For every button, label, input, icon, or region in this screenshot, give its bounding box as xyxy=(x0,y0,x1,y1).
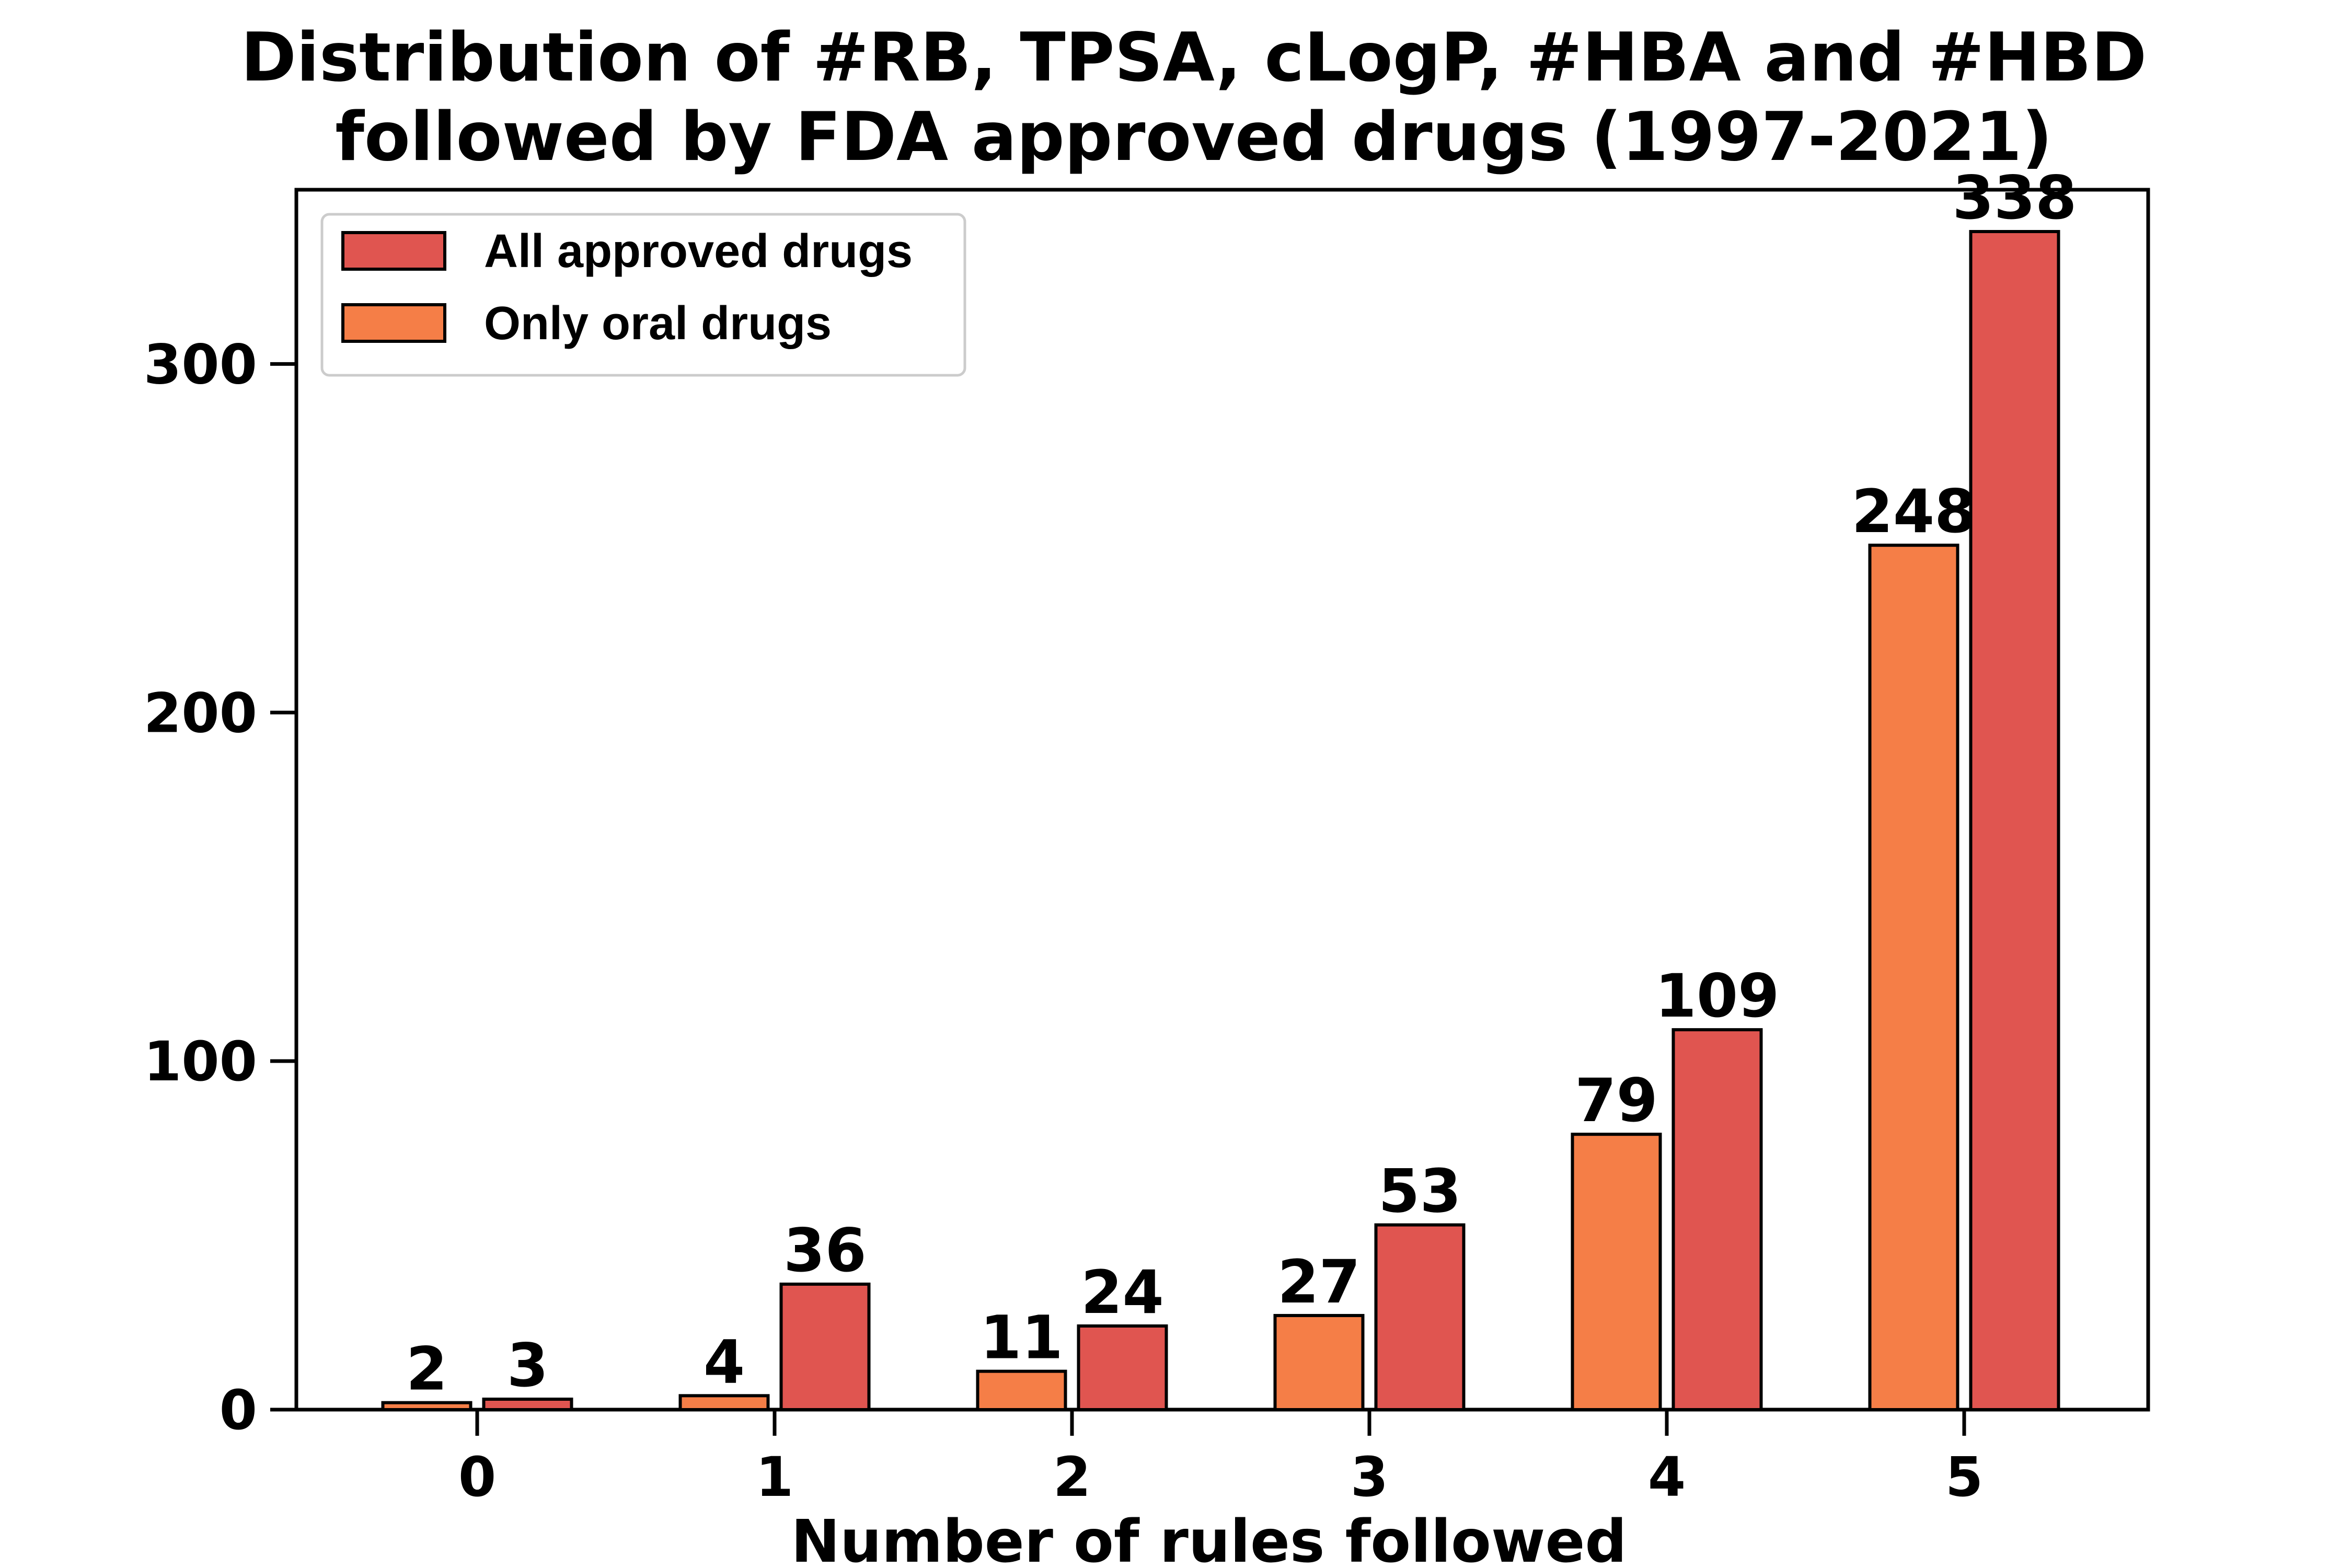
x-axis-label: Number of rules followed xyxy=(791,1508,1627,1568)
bar xyxy=(1374,1223,1466,1411)
data-label: 24 xyxy=(1081,1258,1164,1327)
bar xyxy=(381,1401,472,1411)
legend-swatch xyxy=(341,231,446,271)
plot-frame xyxy=(294,188,2150,1412)
bar xyxy=(678,1394,770,1411)
chart-title-line-2: followed by FDA approved drugs (1997-202… xyxy=(335,98,2053,176)
bar xyxy=(1077,1324,1168,1412)
bar xyxy=(482,1397,573,1412)
legend-label: All approved drugs xyxy=(484,225,913,278)
y-tick-label: 0 xyxy=(220,1378,257,1442)
x-tick-label: 0 xyxy=(458,1445,496,1509)
x-tick-label: 4 xyxy=(1648,1445,1686,1509)
x-tick-label: 3 xyxy=(1351,1445,1388,1509)
data-label: 338 xyxy=(1953,163,2077,233)
bar xyxy=(976,1369,1067,1412)
data-label: 53 xyxy=(1378,1157,1461,1226)
y-tick-label: 200 xyxy=(144,681,257,745)
chart-title-line-1: Distribution of #RB, TPSA, cLogP, #HBA a… xyxy=(241,19,2147,97)
bar xyxy=(779,1282,871,1411)
data-label: 109 xyxy=(1655,961,1780,1031)
x-tick-label: 1 xyxy=(756,1445,793,1509)
data-label: 79 xyxy=(1575,1066,1658,1135)
bar xyxy=(1571,1133,1662,1411)
legend-swatch xyxy=(341,303,446,343)
x-tick-label: 2 xyxy=(1053,1445,1091,1509)
x-tick-label: 5 xyxy=(1945,1445,1983,1509)
bar xyxy=(1273,1313,1365,1411)
legend-label: Only oral drugs xyxy=(484,297,832,350)
data-label: 4 xyxy=(704,1327,745,1397)
data-label: 36 xyxy=(783,1216,867,1285)
data-label: 27 xyxy=(1277,1247,1361,1317)
bar xyxy=(1969,230,2060,1411)
bar xyxy=(1868,544,1959,1411)
legend-box xyxy=(320,213,966,377)
legend: All approved drugs Only oral drugs xyxy=(320,213,966,377)
data-label: 3 xyxy=(507,1331,548,1400)
data-label: 248 xyxy=(1852,477,1976,546)
y-tick-label: 100 xyxy=(144,1030,257,1093)
data-label: 2 xyxy=(406,1334,447,1404)
y-tick-label: 300 xyxy=(144,332,257,396)
bar xyxy=(1671,1028,1763,1411)
data-label: 11 xyxy=(980,1303,1063,1373)
